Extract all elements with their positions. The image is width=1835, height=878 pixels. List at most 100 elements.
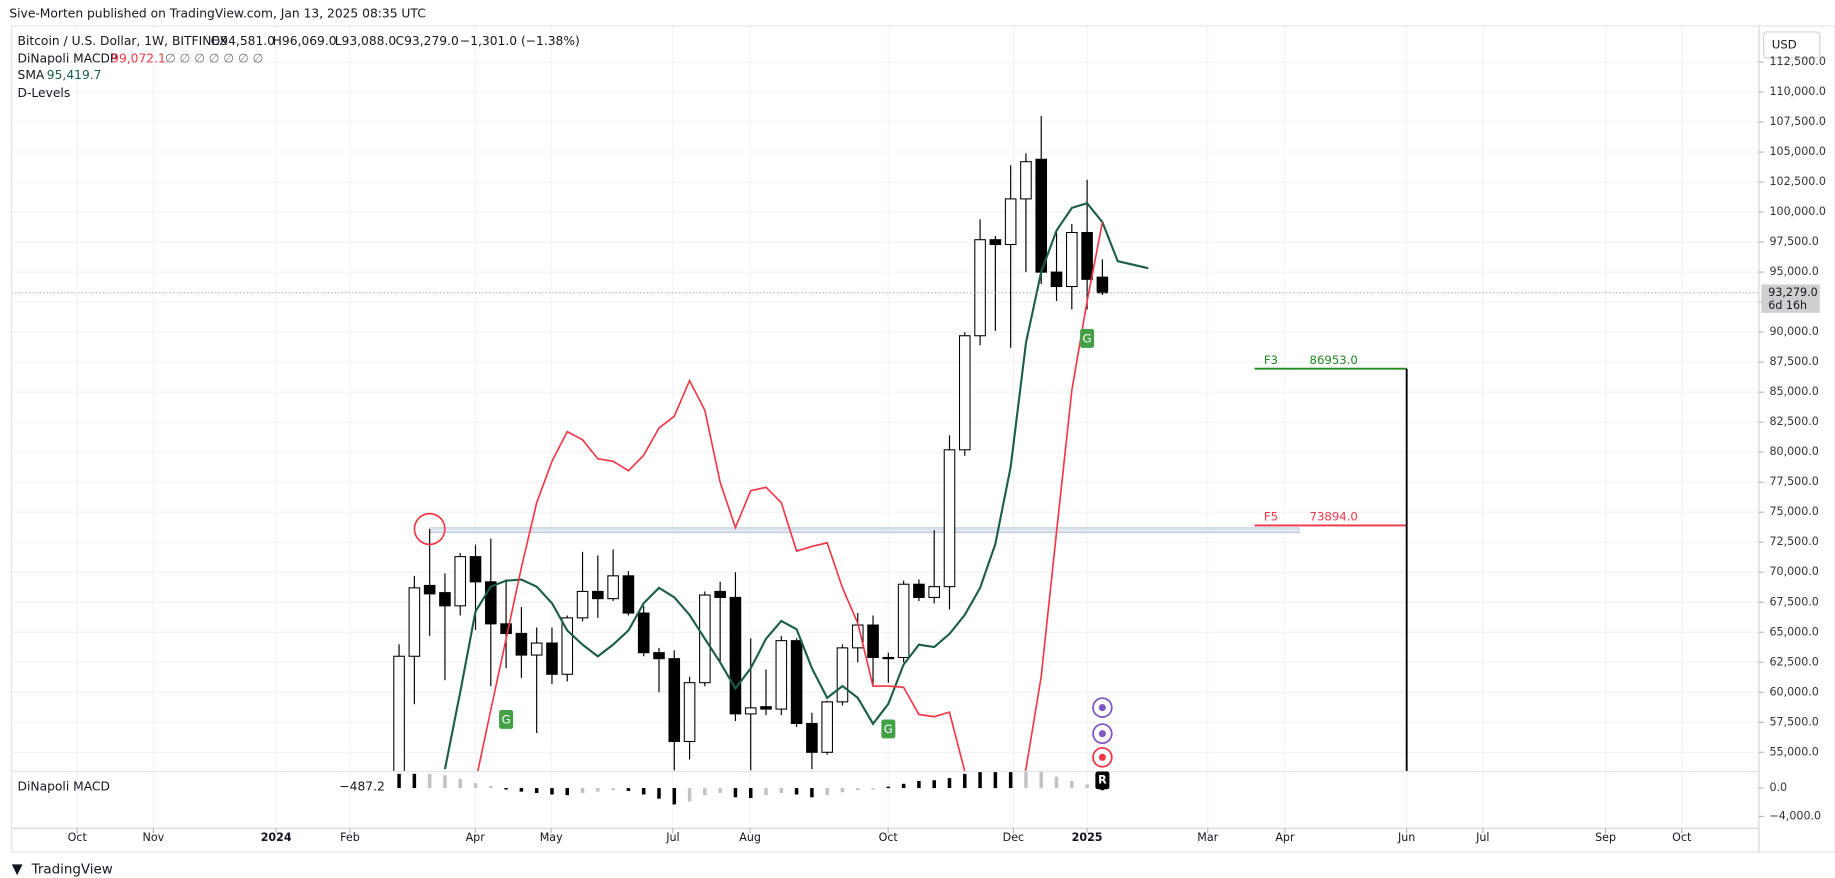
- y-tick-label: 87,500.0: [1769, 355, 1818, 368]
- candle-body: [469, 556, 482, 583]
- legend-name: D-Levels: [18, 86, 71, 100]
- macd-bar: [672, 788, 677, 805]
- y-tick-label: 55,000.0: [1769, 745, 1818, 758]
- macd-bar: [917, 780, 921, 789]
- x-tick-label: Apr: [1275, 831, 1295, 844]
- macd-bar: [764, 788, 768, 796]
- macd-bar: [825, 788, 829, 796]
- candle-body: [729, 596, 742, 715]
- legend-name: DiNapoli MACDP: [18, 52, 118, 66]
- event-icon-dot: [1098, 704, 1106, 712]
- r-badge[interactable]: [1095, 771, 1110, 790]
- open: O94,581.0: [211, 34, 275, 48]
- x-tick-label: Apr: [466, 831, 486, 844]
- macd-bar: [856, 788, 860, 791]
- y-tick-label: 77,500.0: [1769, 475, 1818, 488]
- macd-bar: [947, 778, 952, 789]
- resistance-zone: [429, 527, 1300, 534]
- macd-bar: [443, 775, 447, 789]
- macd-bar: [1024, 771, 1028, 789]
- legend-value: 99,072.1: [111, 52, 166, 66]
- change: −1,301.0 (−1.38%): [460, 34, 580, 48]
- candle-body: [897, 583, 910, 658]
- candle-body: [454, 556, 467, 607]
- last-price-box: [1761, 284, 1820, 313]
- macd-bar: [565, 788, 570, 796]
- macd-bar: [458, 778, 462, 789]
- y-tick-label: 90,000.0: [1769, 325, 1818, 338]
- y-tick-label: 65,000.0: [1769, 625, 1818, 638]
- candle-body: [1096, 276, 1109, 294]
- x-tick-label: Oct: [879, 831, 899, 844]
- candle-body: [943, 449, 956, 588]
- candle-body: [1081, 231, 1093, 280]
- macd-value: −487.2: [339, 779, 384, 793]
- macd-bar: [932, 780, 936, 789]
- candle-body: [423, 584, 436, 595]
- macd-bar: [733, 788, 738, 798]
- y-tick-label: 72,500.0: [1769, 535, 1818, 548]
- currency[interactable]: USD: [1772, 37, 1797, 51]
- candle-body: [882, 656, 895, 660]
- macd-bar: [886, 786, 891, 789]
- x-tick-label: Jun: [1397, 831, 1415, 844]
- candle-body: [760, 706, 772, 710]
- candle-body: [806, 722, 818, 753]
- macd-bar: [427, 773, 432, 789]
- macd-bar: [641, 788, 646, 795]
- currency-box[interactable]: [1763, 31, 1821, 59]
- y-tick-label: 110,000.0: [1769, 85, 1825, 98]
- candle-body: [668, 658, 681, 743]
- x-tick-label: 2024: [261, 831, 292, 844]
- signal-badge[interactable]: [1080, 328, 1095, 348]
- candle-body: [1035, 158, 1048, 273]
- candle-body: [714, 590, 726, 598]
- y-tick-label: 82,500.0: [1769, 415, 1818, 428]
- x-tick-label: Jul: [665, 831, 679, 844]
- macd-bar: [993, 771, 998, 789]
- macd-bar: [473, 783, 478, 789]
- legend-name: SMA: [18, 68, 45, 82]
- macd-bar: [718, 788, 722, 794]
- indicator-line: [443, 201, 1149, 770]
- candle-body: [989, 239, 1002, 246]
- candle-body: [1004, 198, 1017, 246]
- macd-bar: [611, 788, 615, 791]
- candle-body: [836, 647, 849, 703]
- footer-logo: ▼: [12, 862, 23, 878]
- signal-label: G: [502, 712, 511, 726]
- publish-info: Sive-Morten published on TradingView.com…: [9, 7, 425, 21]
- y-tick-label: 107,500.0: [1769, 115, 1825, 128]
- symbol: Bitcoin / U.S. Dollar, 1W, BITFINEX: [18, 34, 229, 48]
- candle-body: [561, 617, 574, 675]
- y-tick-label: 80,000.0: [1769, 445, 1818, 458]
- macd-bar: [1008, 771, 1013, 789]
- level-name: F3: [1264, 353, 1278, 367]
- candle-body: [958, 335, 971, 451]
- candle-body: [576, 590, 589, 619]
- legend-value: 95,419.7: [47, 68, 102, 82]
- candle-body: [775, 640, 788, 710]
- y-tick-label: 60,000.0: [1769, 685, 1818, 698]
- y-tick-label: 105,000.0: [1769, 145, 1825, 158]
- candle-body: [653, 652, 665, 660]
- level-label: 73894.0: [1310, 510, 1358, 524]
- macd-bar: [580, 788, 585, 794]
- candle-body: [683, 682, 696, 743]
- candle-body: [439, 592, 451, 607]
- y-tick-label: 95,000.0: [1769, 265, 1818, 278]
- candle-body: [622, 575, 635, 614]
- event-icon-dot: [1098, 730, 1106, 738]
- macd-bar: [779, 788, 784, 794]
- signal-badge[interactable]: [881, 719, 896, 739]
- candle-body: [607, 575, 619, 600]
- y-tick-label: −4,000.0: [1769, 809, 1821, 822]
- signal-badge[interactable]: [499, 709, 514, 729]
- macd-bar: [626, 788, 631, 791]
- x-tick-label: Feb: [340, 831, 360, 844]
- macd-bar: [703, 788, 707, 796]
- signal-label: G: [1083, 331, 1092, 345]
